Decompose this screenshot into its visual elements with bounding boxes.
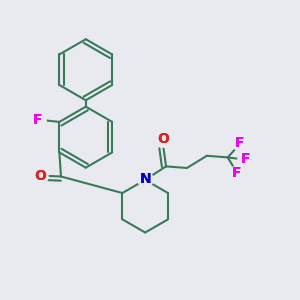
Text: O: O bbox=[158, 132, 169, 146]
Text: O: O bbox=[34, 169, 46, 183]
Text: O: O bbox=[34, 169, 46, 183]
Text: O: O bbox=[158, 132, 169, 146]
Text: N: N bbox=[140, 172, 151, 186]
Text: F: F bbox=[241, 152, 250, 166]
Text: F: F bbox=[33, 113, 42, 127]
Text: N: N bbox=[140, 172, 151, 186]
Text: F: F bbox=[33, 113, 42, 127]
Text: F: F bbox=[235, 136, 245, 150]
Text: F: F bbox=[232, 167, 242, 180]
Text: F: F bbox=[235, 136, 245, 150]
Text: F: F bbox=[232, 167, 242, 180]
Text: F: F bbox=[241, 152, 250, 166]
